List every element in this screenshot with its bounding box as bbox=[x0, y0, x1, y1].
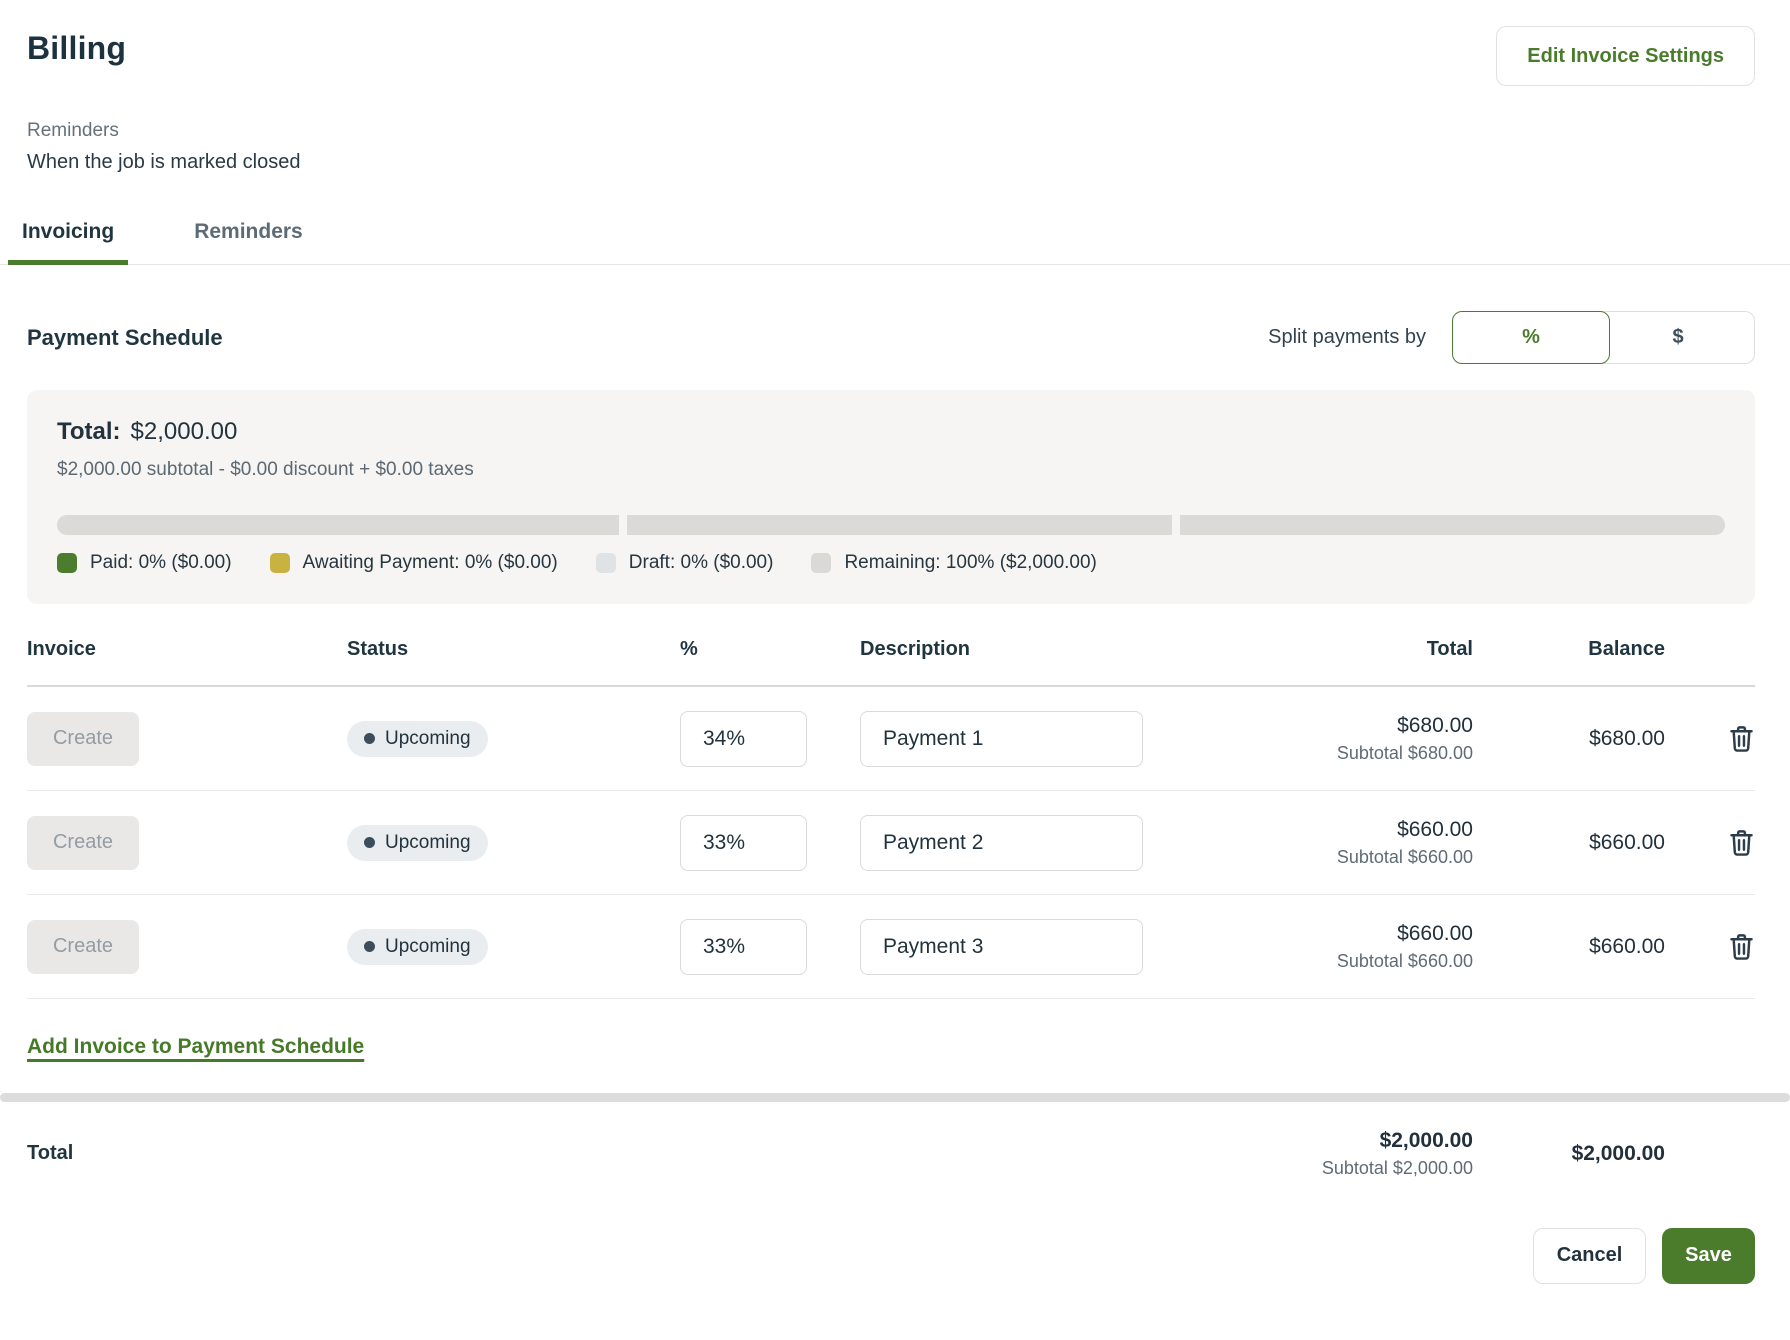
header-description: Description bbox=[860, 638, 971, 660]
payment-summary-card: Total: $2,000.00 $2,000.00 subtotal - $0.… bbox=[27, 390, 1755, 604]
add-invoice-link[interactable]: Add Invoice to Payment Schedule bbox=[27, 1035, 365, 1058]
legend-item-awaiting: Awaiting Payment: 0% ($0.00) bbox=[269, 552, 558, 574]
summary-total-label: Total: bbox=[57, 418, 121, 445]
payment-progress-bar bbox=[57, 515, 1725, 535]
footer-total-value: $2,000.00 bbox=[1379, 1129, 1473, 1152]
reminders-value: When the job is marked closed bbox=[27, 151, 301, 173]
create-invoice-button[interactable]: Create bbox=[27, 711, 139, 766]
trash-icon bbox=[1730, 726, 1753, 752]
create-invoice-button[interactable]: Create bbox=[27, 919, 139, 974]
table-footer: Total $2,000.00 Subtotal $2,000.00 $2,000… bbox=[27, 1102, 1755, 1210]
legend-draft-label: Draft: 0% ($0.00) bbox=[628, 552, 774, 573]
summary-total-value: $2,000.00 bbox=[130, 418, 238, 445]
legend-remaining-label: Remaining: 100% ($2,000.00) bbox=[844, 552, 1097, 573]
footer-divider bbox=[0, 1093, 1790, 1102]
payment-schedule-header: Payment Schedule Split payments by % $ bbox=[27, 311, 1755, 364]
progress-segment bbox=[57, 515, 619, 535]
invoice-table-header: Invoice Status % Description Total Balan… bbox=[27, 638, 1755, 687]
paid-swatch bbox=[57, 553, 77, 573]
remaining-swatch bbox=[811, 553, 832, 573]
status-dot-icon bbox=[364, 837, 375, 848]
awaiting-swatch bbox=[269, 553, 290, 573]
form-actions: Cancel Save bbox=[27, 1227, 1755, 1284]
header-invoice: Invoice bbox=[27, 638, 96, 660]
header-percent: % bbox=[680, 638, 698, 660]
summary-breakdown: $2,000.00 subtotal - $0.00 discount + $0… bbox=[57, 459, 474, 480]
tab-reminders[interactable]: Reminders bbox=[194, 220, 303, 243]
legend-item-remaining: Remaining: 100% ($2,000.00) bbox=[811, 552, 1097, 574]
split-by-percent-button[interactable]: % bbox=[1452, 311, 1610, 364]
footer-subtotal: Subtotal $2,000.00 bbox=[1321, 1158, 1473, 1179]
page-title: Billing bbox=[27, 30, 127, 66]
page-header: Billing Edit Invoice Settings bbox=[27, 0, 1755, 86]
description-input[interactable] bbox=[860, 918, 1143, 975]
row-subtotal: Subtotal $660.00 bbox=[1336, 950, 1473, 971]
cancel-button[interactable]: Cancel bbox=[1533, 1227, 1646, 1284]
progress-segment bbox=[1179, 515, 1725, 535]
legend-paid-label: Paid: 0% ($0.00) bbox=[90, 552, 232, 573]
status-badge: Upcoming bbox=[347, 928, 488, 965]
draft-swatch bbox=[595, 553, 616, 573]
percent-input[interactable] bbox=[680, 918, 807, 975]
legend-item-paid: Paid: 0% ($0.00) bbox=[57, 552, 232, 574]
row-balance: $660.00 bbox=[1589, 830, 1665, 854]
progress-segment bbox=[626, 515, 1172, 535]
row-subtotal: Subtotal $660.00 bbox=[1336, 846, 1473, 867]
row-balance: $680.00 bbox=[1589, 726, 1665, 750]
legend-item-draft: Draft: 0% ($0.00) bbox=[595, 552, 774, 574]
footer-balance: $2,000.00 bbox=[1571, 1141, 1665, 1165]
status-dot-icon bbox=[364, 941, 375, 952]
percent-input[interactable] bbox=[680, 710, 807, 767]
delete-row-button[interactable] bbox=[1728, 932, 1755, 961]
header-total: Total bbox=[1426, 638, 1473, 660]
percent-input[interactable] bbox=[680, 814, 807, 871]
legend-awaiting-label: Awaiting Payment: 0% ($0.00) bbox=[302, 552, 558, 573]
row-total: $660.00 bbox=[1397, 817, 1473, 841]
edit-invoice-settings-button[interactable]: Edit Invoice Settings bbox=[1496, 26, 1755, 86]
tab-invoicing[interactable]: Invoicing bbox=[8, 220, 129, 265]
delete-row-button[interactable] bbox=[1728, 828, 1755, 857]
add-invoice-row: Add Invoice to Payment Schedule bbox=[27, 999, 1755, 1093]
create-invoice-button[interactable]: Create bbox=[27, 815, 139, 870]
header-status: Status bbox=[347, 638, 409, 660]
description-input[interactable] bbox=[860, 814, 1143, 871]
delete-row-button[interactable] bbox=[1728, 724, 1755, 753]
payment-legend: Paid: 0% ($0.00) Awaiting Payment: 0% ($… bbox=[57, 552, 1725, 574]
save-button[interactable]: Save bbox=[1662, 1227, 1755, 1284]
split-payments-control: Split payments by % $ bbox=[1268, 311, 1755, 364]
row-subtotal: Subtotal $680.00 bbox=[1336, 742, 1473, 763]
row-balance: $660.00 bbox=[1589, 934, 1665, 958]
header-balance: Balance bbox=[1588, 638, 1665, 660]
split-by-dollar-button[interactable]: $ bbox=[1602, 311, 1755, 364]
status-dot-icon bbox=[364, 733, 375, 744]
status-badge: Upcoming bbox=[347, 720, 488, 757]
status-badge: Upcoming bbox=[347, 824, 488, 861]
split-payments-label: Split payments by bbox=[1268, 326, 1426, 348]
row-total: $660.00 bbox=[1397, 921, 1473, 945]
split-toggle: % $ bbox=[1452, 311, 1755, 364]
payment-schedule-title: Payment Schedule bbox=[27, 324, 223, 350]
description-input[interactable] bbox=[860, 710, 1143, 767]
summary-total-line: Total: $2,000.00 bbox=[57, 418, 1725, 446]
trash-icon bbox=[1730, 934, 1753, 960]
footer-total-label: Total bbox=[27, 1142, 74, 1165]
trash-icon bbox=[1730, 830, 1753, 856]
tabbar: Invoicing Reminders bbox=[0, 220, 1790, 265]
row-total: $680.00 bbox=[1397, 713, 1473, 737]
reminders-label: Reminders bbox=[27, 120, 119, 141]
